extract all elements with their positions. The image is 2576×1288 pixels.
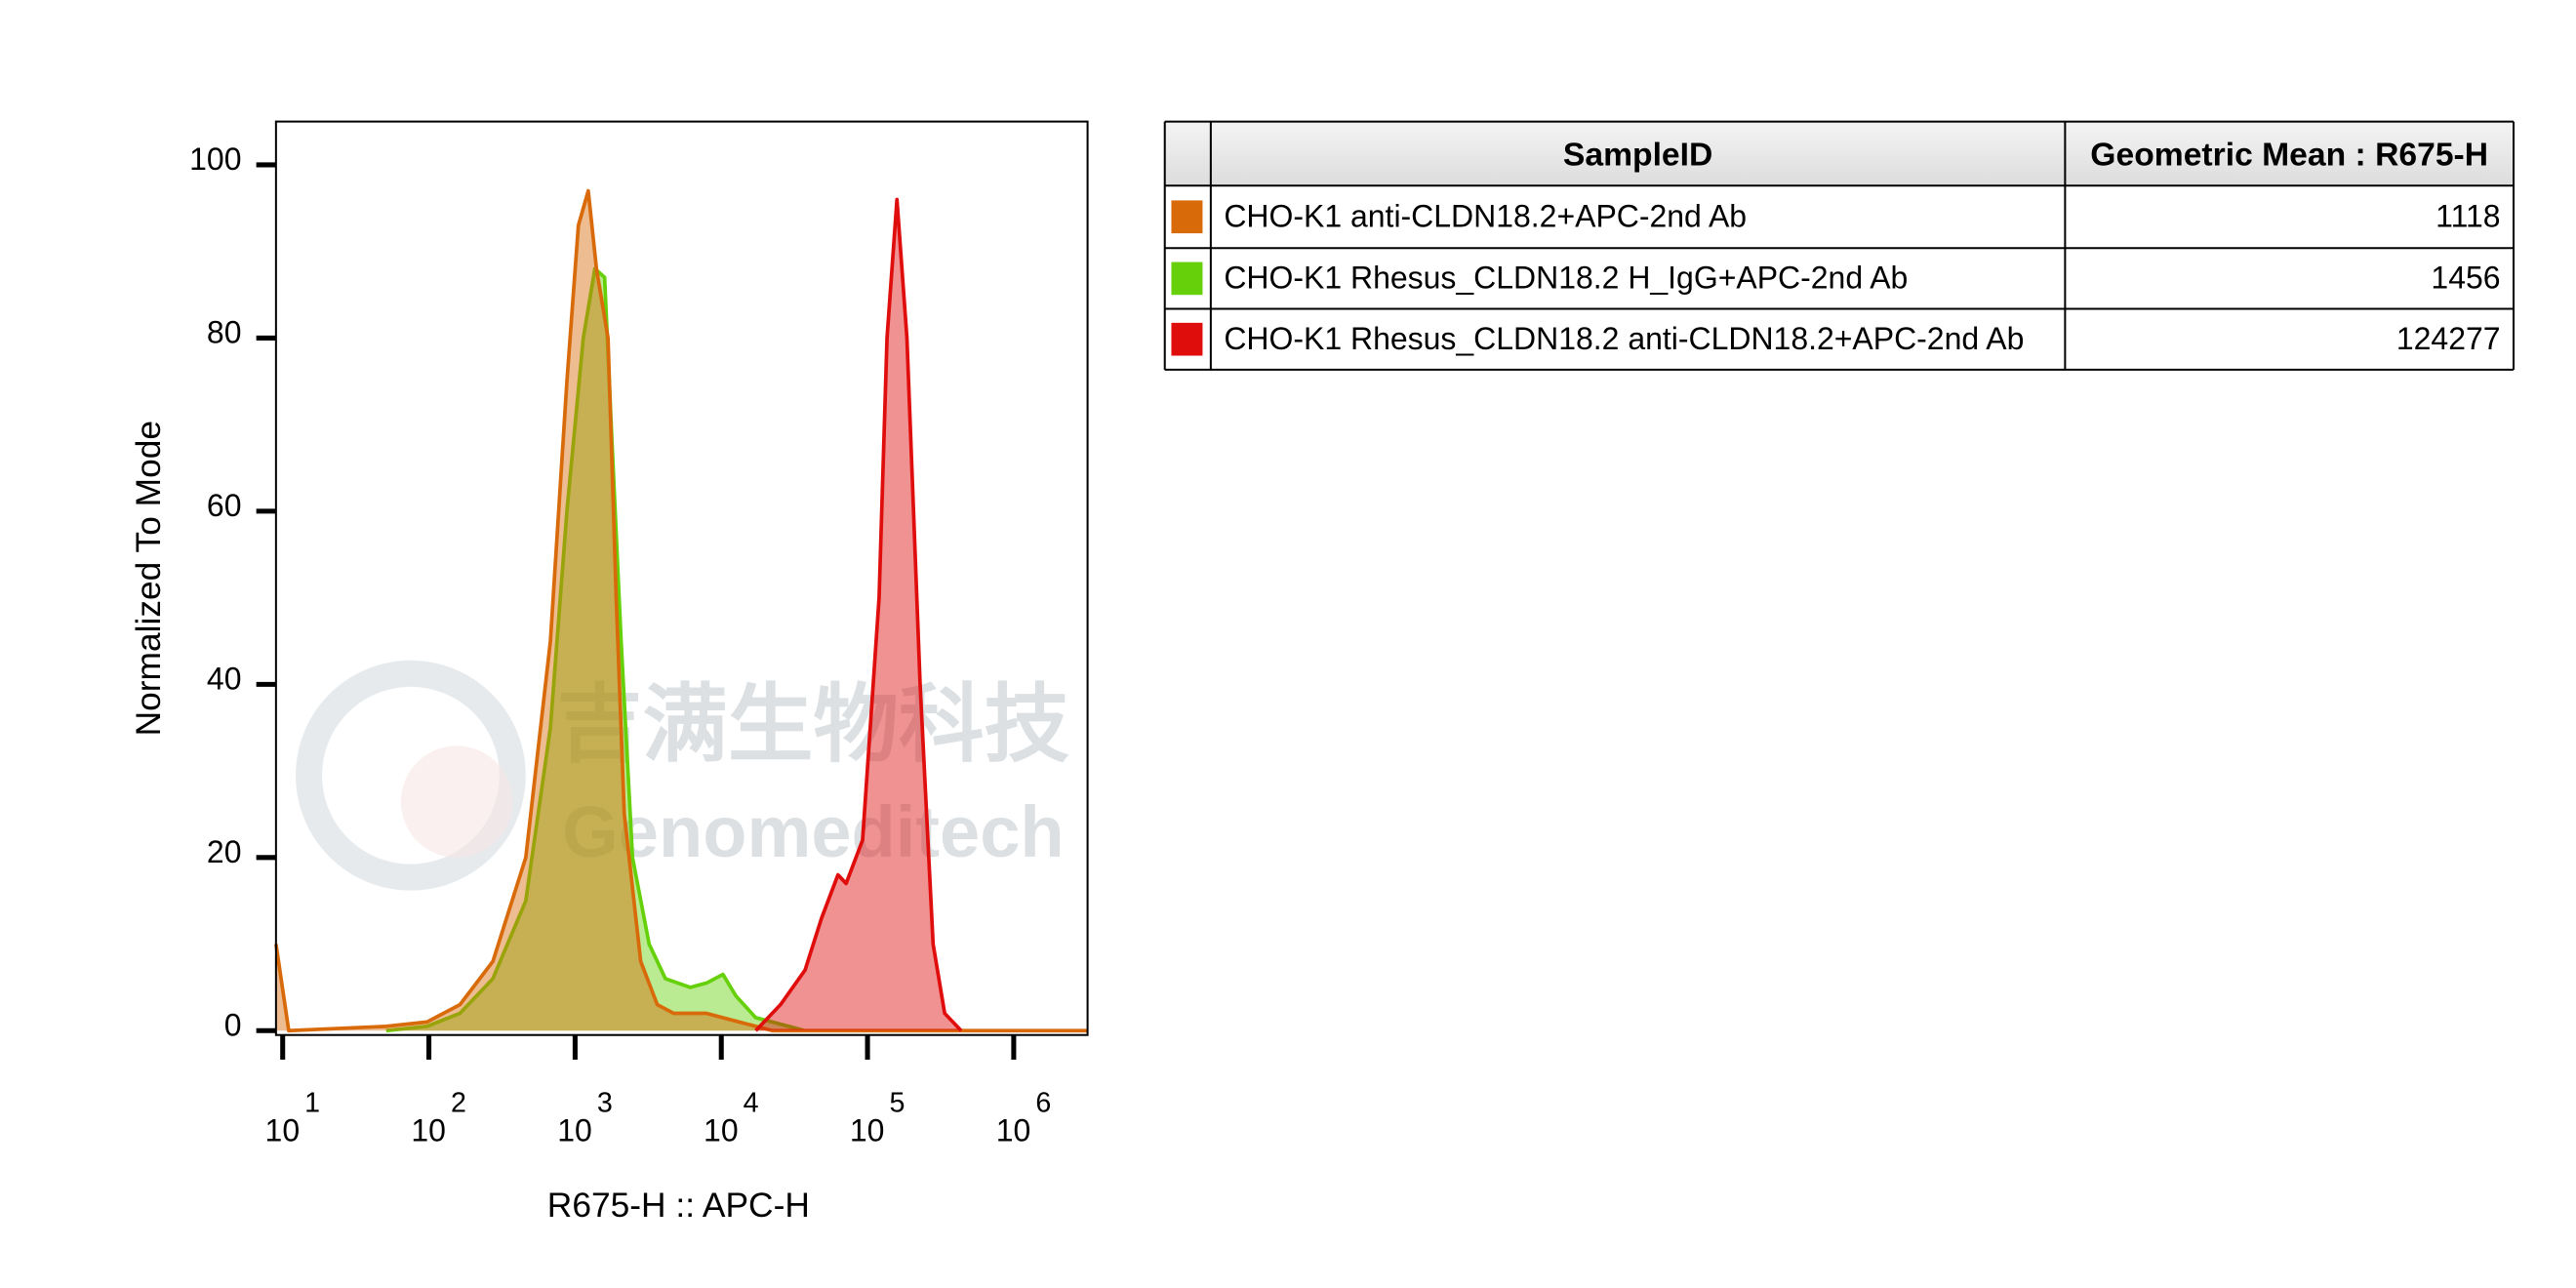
x-tick-label: 106 xyxy=(996,1087,1052,1148)
x-tick-base: 10 xyxy=(996,1113,1031,1148)
table-header: SampleID xyxy=(1563,138,1712,174)
area-fill xyxy=(275,190,1088,1031)
geometric-mean: 1456 xyxy=(2431,261,2500,296)
watermark-logo-dot xyxy=(400,745,513,858)
area-fill xyxy=(755,199,962,1031)
x-axis-title: R675-H :: APC-H xyxy=(547,1187,810,1225)
table-header: Geometric Mean : R675-H xyxy=(2090,138,2488,174)
series-line xyxy=(274,188,1088,1033)
legend-swatch xyxy=(1171,262,1203,296)
table-header-bg xyxy=(1164,121,2515,186)
y-tick-label: 60 xyxy=(207,488,242,523)
legend-swatch xyxy=(1171,200,1203,234)
x-tick-base: 10 xyxy=(704,1113,739,1148)
watermark: 吉满生物科技 Genomeditech xyxy=(296,660,1070,891)
y-tick-label: 0 xyxy=(224,1007,242,1042)
x-tick-label: 102 xyxy=(411,1087,466,1148)
x-tick-label: 103 xyxy=(557,1087,613,1148)
x-tick-base: 10 xyxy=(265,1113,301,1148)
x-tick-label: 104 xyxy=(704,1087,759,1148)
x-tick-exponent: 6 xyxy=(1035,1087,1051,1118)
legend-swatch xyxy=(1171,322,1203,356)
series-line xyxy=(385,266,806,1033)
x-tick-base: 10 xyxy=(557,1113,592,1148)
watermark-logo xyxy=(296,660,526,891)
legend-label: CHO-K1 Rhesus_CLDN18.2 H_IgG+APC-2nd Ab xyxy=(1224,261,1908,296)
geometric-mean: 124277 xyxy=(2396,321,2501,356)
x-tick-base: 10 xyxy=(411,1113,446,1148)
y-tick-label: 100 xyxy=(189,141,241,177)
area-fill xyxy=(385,268,806,1031)
y-tick-label: 80 xyxy=(207,315,242,350)
geometric-mean: 1118 xyxy=(2435,198,2500,233)
x-tick-exponent: 2 xyxy=(451,1087,466,1118)
x-tick-base: 10 xyxy=(850,1113,885,1148)
x-tick-label: 105 xyxy=(850,1087,906,1148)
y-axis-title: Normalized To Mode xyxy=(130,421,168,736)
legend-label: CHO-K1 anti-CLDN18.2+APC-2nd Ab xyxy=(1224,198,1747,233)
x-tick-exponent: 4 xyxy=(744,1087,759,1118)
x-tick-label: 101 xyxy=(265,1087,321,1148)
x-tick-exponent: 1 xyxy=(304,1087,320,1118)
x-tick-exponent: 3 xyxy=(597,1087,613,1118)
series-line xyxy=(754,197,963,1032)
watermark-cn: 吉满生物科技 xyxy=(557,676,1070,772)
legend-label: CHO-K1 Rhesus_CLDN18.2 anti-CLDN18.2+APC… xyxy=(1224,321,2024,356)
watermark-en: Genomeditech xyxy=(562,791,1065,872)
y-tick-label: 20 xyxy=(207,834,242,869)
plot-frame xyxy=(274,120,1089,1036)
x-tick-exponent: 5 xyxy=(890,1087,906,1118)
y-tick-label: 40 xyxy=(207,661,242,696)
